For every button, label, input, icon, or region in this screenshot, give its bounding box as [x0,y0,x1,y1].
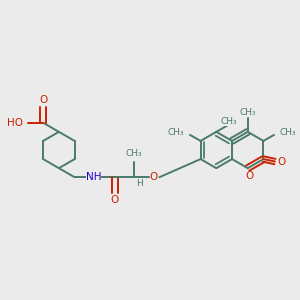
Text: H: H [136,179,143,188]
Text: CH₃: CH₃ [280,128,296,137]
Text: CH₃: CH₃ [168,128,184,137]
Text: O: O [39,95,47,105]
Text: O: O [150,172,158,182]
Text: HO: HO [8,118,23,128]
Text: O: O [278,157,286,166]
Text: NH: NH [85,172,101,182]
Text: CH₃: CH₃ [220,117,237,126]
Text: CH₃: CH₃ [125,149,142,158]
Text: O: O [110,195,119,205]
Text: CH₃: CH₃ [239,108,256,117]
Text: O: O [245,171,254,181]
